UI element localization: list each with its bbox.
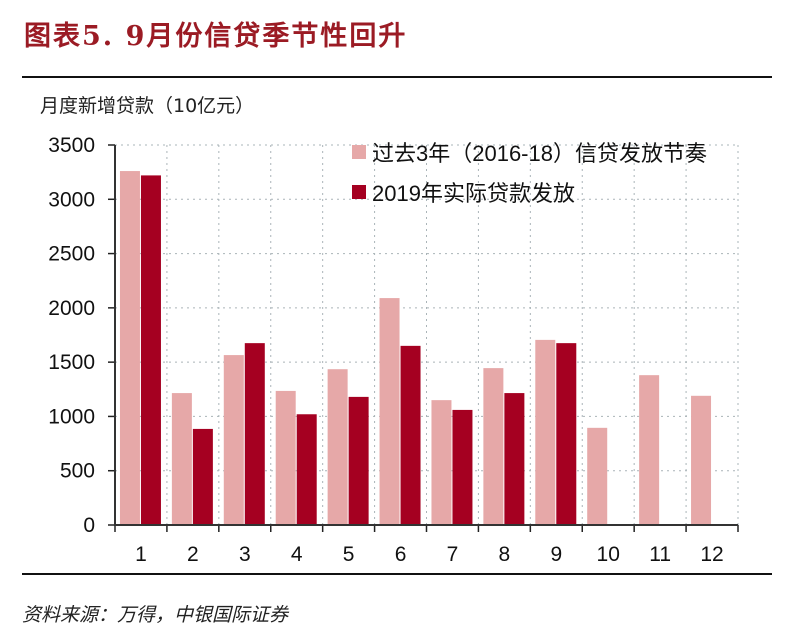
bottom-divider (22, 573, 772, 575)
chart-title: 图表5. 9月份信贷季节性回升 (24, 21, 408, 52)
bar-2019 (192, 428, 213, 525)
bar-2019 (556, 343, 577, 525)
x-tick-label: 7 (447, 543, 459, 566)
x-tick-label: 6 (395, 543, 407, 566)
bar-2019 (140, 175, 161, 525)
x-tick-label: 12 (700, 543, 723, 566)
bar-past (171, 393, 192, 525)
bar-2019 (244, 343, 265, 525)
bar-past (327, 369, 348, 525)
bar-2019 (348, 396, 369, 525)
bar-2019 (504, 393, 525, 525)
bar-past (119, 171, 140, 526)
x-tick-label: 8 (499, 543, 511, 566)
x-tick-label: 3 (239, 543, 251, 566)
bar-2019 (400, 345, 421, 525)
source-note: 资料来源：万得，中银国际证券 (22, 604, 289, 626)
bar-past (691, 395, 712, 525)
bar-past (379, 298, 400, 525)
legend-item-past: 过去3年（2016-18）信贷发放节奏 (352, 132, 707, 172)
x-tick-label: 11 (649, 543, 671, 566)
x-tick-label: 2 (187, 543, 199, 566)
bar-past (639, 375, 660, 525)
y-tick-label: 1500 (48, 351, 95, 374)
bar-past (587, 427, 608, 525)
y-tick-label: 3000 (48, 188, 95, 211)
bar-2019 (296, 414, 317, 525)
y-tick-label: 0 (83, 514, 95, 537)
y-tick-label: 500 (60, 460, 95, 483)
bar-past (431, 400, 452, 525)
y-tick-label: 2500 (48, 243, 95, 266)
bar-2019 (452, 409, 473, 525)
x-tick-label: 9 (550, 543, 562, 566)
y-tick-label: 2000 (48, 297, 95, 320)
legend-swatch-past (352, 145, 366, 159)
y-tick-label: 3500 (48, 134, 95, 157)
top-divider (22, 76, 772, 78)
legend-label-past: 过去3年（2016-18）信贷发放节奏 (372, 141, 707, 166)
bar-past (275, 390, 296, 525)
legend-swatch-2019 (352, 185, 366, 199)
y-axis-unit-label: 月度新增贷款（10亿元） (40, 95, 255, 117)
legend-item-2019: 2019年实际贷款发放 (352, 172, 707, 212)
y-tick-label: 1000 (48, 405, 95, 428)
legend-label-2019: 2019年实际贷款发放 (372, 181, 575, 206)
bar-past (223, 355, 244, 525)
bar-past (535, 339, 556, 525)
x-tick-label: 5 (343, 543, 355, 566)
x-tick-label: 10 (597, 543, 620, 566)
bar-past (483, 368, 504, 525)
chart-legend: 过去3年（2016-18）信贷发放节奏 2019年实际贷款发放 (352, 132, 707, 212)
x-tick-label: 4 (291, 543, 303, 566)
x-tick-label: 1 (135, 543, 147, 566)
